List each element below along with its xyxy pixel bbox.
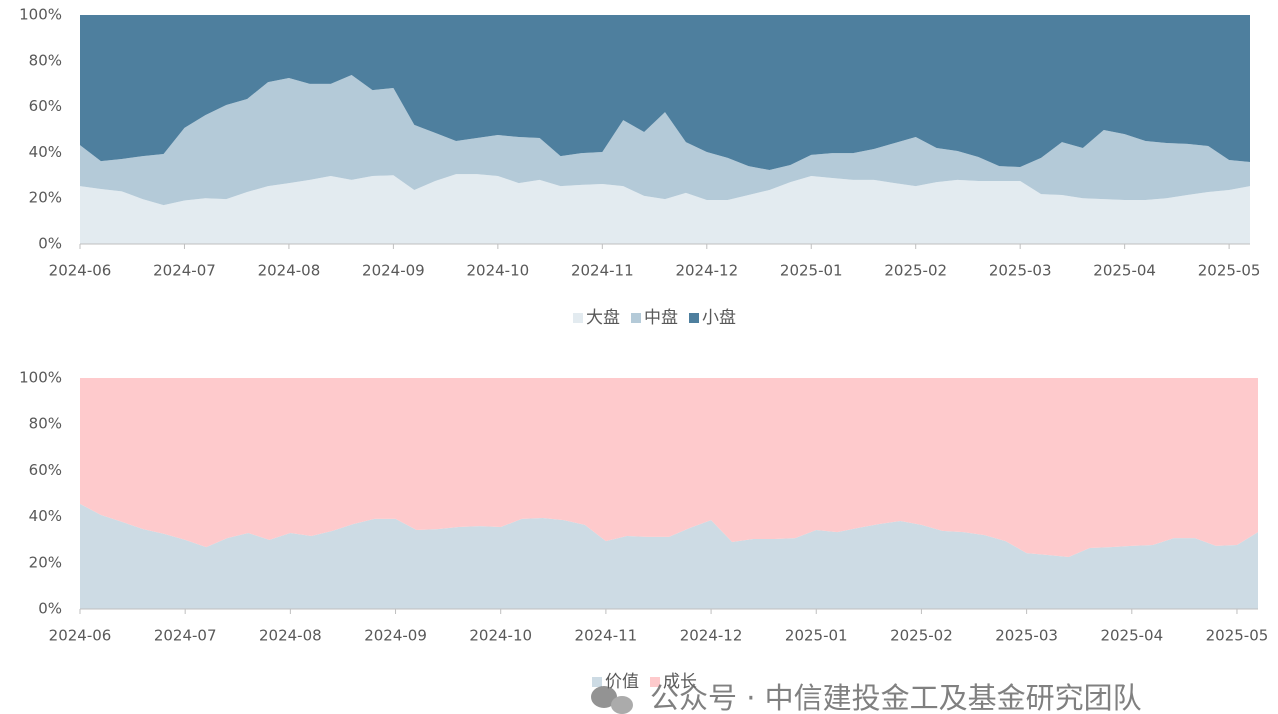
- x-tick-label: 2025-05: [1198, 262, 1261, 280]
- y-tick-label: 60%: [29, 461, 62, 479]
- x-tick-label: 2024-10: [467, 262, 530, 280]
- area: [80, 174, 1250, 244]
- plots: 0% 20% 40% 60% 80% 100% 2024-06 2024-07 2024-08 2…: [19, 6, 1268, 693]
- x-tick-label: 2025-03: [989, 262, 1052, 280]
- x-tick-label: 2024-12: [675, 262, 738, 280]
- y-tick-label: 80%: [29, 51, 62, 69]
- y-tick-label: 40%: [29, 507, 62, 525]
- x-tick-label: 2024-09: [364, 627, 427, 645]
- legend-label: 大盘: [586, 308, 620, 328]
- y-tick-label: 0%: [38, 600, 62, 618]
- y-tick-label: 100%: [19, 369, 62, 387]
- y-tick-label: 80%: [29, 415, 62, 433]
- x-tick-label: 2024-06: [49, 262, 112, 280]
- legend-swatch: [592, 677, 602, 687]
- watermark-icon: [591, 686, 633, 714]
- area: [80, 74, 1250, 206]
- y-tick-label: 20%: [29, 189, 62, 207]
- legend-label: 价值: [605, 672, 639, 692]
- y-tick-label: 60%: [29, 97, 62, 115]
- x-tick-label: 2025-04: [1100, 627, 1163, 645]
- x-tick-label: 2024-09: [362, 262, 425, 280]
- y-tick-label: 0%: [38, 235, 62, 253]
- x-tick-label: 2025-01: [780, 262, 843, 280]
- x-tick-label: 2024-12: [680, 627, 743, 645]
- x-tick-label: 2025-02: [884, 262, 947, 280]
- y-tick-label: 20%: [29, 553, 62, 571]
- x-tick-label: 2024-08: [259, 627, 322, 645]
- x-tick-label: 2024-08: [258, 262, 321, 280]
- legend-swatch: [573, 313, 583, 323]
- area: [80, 503, 1258, 609]
- legend-label: 中盘: [644, 308, 678, 328]
- legend-swatch: [689, 313, 699, 323]
- watermark: 公众号 · 中信建投金工及基金研究团队: [650, 681, 1142, 714]
- area: [80, 15, 1250, 171]
- legend-label: 小盘: [702, 308, 736, 328]
- legend-swatch: [631, 313, 641, 323]
- x-tick-label: 2024-11: [575, 627, 638, 645]
- x-tick-label: 2025-04: [1093, 262, 1156, 280]
- x-tick-label: 2024-07: [154, 627, 217, 645]
- x-tick-label: 2024-07: [153, 262, 216, 280]
- x-tick-label: 2024-11: [571, 262, 634, 280]
- x-tick-label: 2024-10: [469, 627, 532, 645]
- legend-swatch: [650, 677, 660, 687]
- area: [80, 378, 1258, 558]
- x-tick-label: 2025-05: [1206, 627, 1269, 645]
- x-tick-label: 2024-06: [49, 627, 112, 645]
- y-tick-label: 100%: [19, 6, 62, 24]
- legend-label: 成长: [663, 672, 697, 692]
- x-tick-label: 2025-03: [995, 627, 1058, 645]
- x-tick-label: 2025-02: [890, 627, 953, 645]
- x-tick-label: 2025-01: [785, 627, 848, 645]
- y-tick-label: 40%: [29, 143, 62, 161]
